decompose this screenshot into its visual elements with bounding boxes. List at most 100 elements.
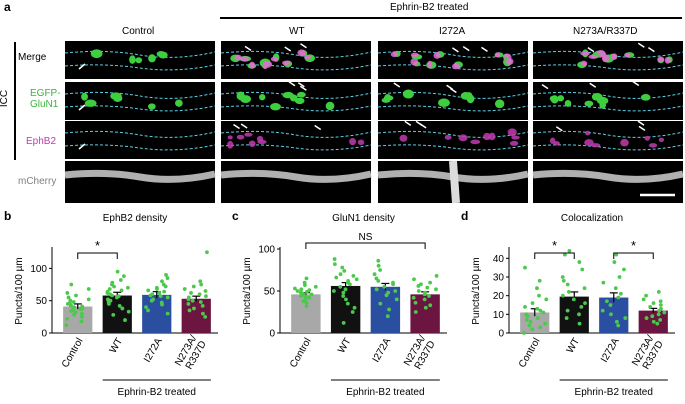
ephb2-puncta — [624, 53, 631, 58]
ephrin-treated-header: Ephrin-B2 treated — [390, 2, 469, 13]
ephb2-puncta — [227, 135, 233, 140]
data-point — [528, 319, 533, 324]
ephb2-puncta — [399, 134, 408, 142]
data-point — [571, 297, 576, 302]
glun1-puncta — [84, 99, 97, 107]
data-point — [338, 272, 343, 277]
column-label-wt: WT — [289, 26, 305, 37]
category-label: Control — [60, 336, 86, 369]
micrograph-tile — [220, 121, 372, 159]
bar — [330, 285, 361, 333]
mcherry-dendrite — [532, 169, 684, 183]
ephb2-puncta — [270, 56, 279, 62]
data-point — [560, 293, 565, 298]
ephb2-puncta — [236, 134, 245, 140]
data-point — [583, 301, 587, 306]
panel-label-c: c — [232, 209, 239, 223]
data-point — [200, 303, 205, 308]
data-point — [343, 287, 348, 292]
data-point — [157, 291, 162, 295]
data-point — [419, 282, 423, 287]
data-point — [535, 316, 540, 320]
data-point — [376, 263, 381, 268]
y-tick-label: 50 — [36, 296, 48, 307]
group-label: Ephrin-B2 treated — [575, 387, 653, 398]
significance-bracket — [77, 252, 118, 259]
data-point — [577, 260, 582, 264]
data-point — [372, 272, 377, 277]
glun1-puncta — [294, 97, 305, 105]
chart-c: GluN1 density Puncta/100 µm 0 50 100 Control W… — [242, 213, 447, 398]
category-label-text: WT — [336, 336, 353, 355]
tile-background — [65, 121, 215, 159]
chart-d: Colocalization Puncta/100 µm 0 10 20 30 40 Cont… — [471, 213, 675, 398]
ephb2-puncta — [410, 52, 419, 58]
ephb2-puncta — [240, 56, 249, 62]
data-point — [612, 260, 617, 264]
data-point — [582, 286, 587, 291]
chart-title: EphB2 density — [103, 213, 168, 224]
data-point — [530, 327, 535, 332]
arrow-marker — [589, 82, 597, 88]
data-point — [199, 282, 204, 287]
data-point — [644, 316, 649, 320]
significance-bracket — [534, 252, 575, 259]
data-point — [662, 310, 667, 315]
column-label-control: Control — [122, 26, 155, 37]
y-tick-label: 100 — [30, 264, 47, 275]
data-point — [580, 267, 585, 272]
arrow-marker — [555, 126, 563, 132]
ephb2-puncta — [297, 49, 306, 57]
ephb2-puncta — [495, 52, 501, 58]
data-point — [341, 321, 346, 325]
data-point — [299, 287, 304, 292]
category-label: I272A — [371, 336, 394, 364]
category-label-text: I272A — [142, 336, 165, 364]
glun1-puncta — [640, 93, 651, 101]
ephb2-puncta — [657, 56, 665, 63]
data-point — [341, 290, 346, 295]
dendrite-outline — [64, 144, 216, 151]
data-point — [165, 276, 170, 280]
data-point — [543, 321, 548, 326]
category-label-text: Control — [288, 336, 314, 369]
micrograph-tile — [64, 121, 216, 159]
data-point — [182, 287, 187, 291]
ephb2-puncta — [511, 135, 520, 140]
data-point — [158, 294, 163, 299]
mcherry-dendrite — [220, 169, 372, 183]
y-tick-label: 0 — [41, 329, 47, 340]
arrow-marker — [299, 85, 307, 91]
data-point — [655, 321, 660, 326]
ephb2-puncta — [658, 137, 665, 143]
glun1-puncta — [158, 51, 168, 59]
glun1-puncta — [591, 93, 603, 101]
data-point — [524, 312, 529, 317]
data-point — [198, 300, 203, 304]
category-label: N273A/R337D — [173, 333, 209, 371]
ephb2-puncta — [488, 132, 496, 141]
data-point — [107, 287, 112, 291]
ephb2-puncta — [585, 130, 591, 136]
data-point — [331, 289, 336, 293]
ephb2-puncta — [427, 60, 433, 69]
arrow-marker — [314, 124, 322, 131]
ephb2-puncta — [601, 54, 610, 63]
data-point — [72, 305, 76, 310]
tile-background — [221, 161, 371, 203]
significance-label: * — [631, 238, 636, 253]
micrograph-tile — [532, 41, 684, 79]
glun1-puncta — [325, 101, 335, 111]
column-label-i272a: I272A — [439, 26, 466, 37]
data-point — [161, 282, 166, 287]
row-label-ephb2: EphB2 — [26, 136, 57, 147]
data-point — [304, 276, 309, 281]
data-point — [651, 301, 656, 306]
glun1-puncta — [297, 91, 306, 98]
data-point — [342, 268, 347, 273]
ephb2-puncta — [227, 140, 234, 149]
data-point — [346, 279, 351, 283]
data-point — [391, 280, 395, 285]
ephb2-puncta — [433, 51, 441, 59]
data-point — [544, 297, 549, 302]
